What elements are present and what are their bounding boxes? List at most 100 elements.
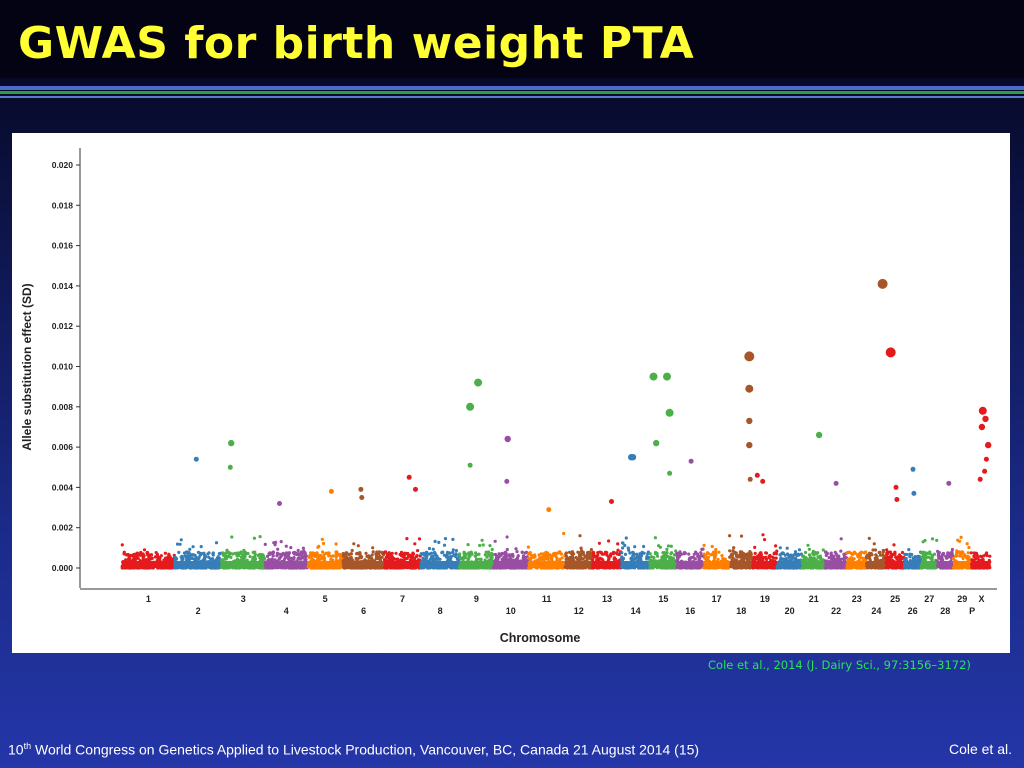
snp-point — [438, 557, 442, 561]
chromosome-26-points — [902, 548, 923, 570]
notable-snp-chr-6 — [358, 486, 364, 492]
snp-point — [479, 557, 483, 561]
snp-point — [497, 552, 501, 556]
snp-point — [273, 558, 277, 562]
snp-point — [261, 553, 265, 557]
snp-point — [967, 545, 971, 550]
snp-point — [359, 556, 363, 560]
snp-point — [894, 555, 898, 559]
snp-point — [579, 554, 583, 558]
chromosome-19-points — [751, 533, 779, 570]
snp-point — [143, 558, 147, 562]
snp-point — [203, 553, 207, 557]
x-tick-label-chr-17: 17 — [712, 594, 722, 604]
snp-point — [670, 551, 674, 555]
snp-point — [179, 538, 183, 542]
snp-point — [607, 539, 611, 543]
notable-snp-chr-9 — [474, 378, 483, 387]
snp-point — [591, 558, 595, 562]
snp-point — [662, 554, 666, 558]
y-tick-label: 0.014 — [52, 281, 74, 291]
snp-point — [403, 551, 407, 555]
x-tick-label-chr-23: 23 — [852, 594, 862, 604]
snp-point — [451, 550, 455, 554]
snp-point — [728, 549, 732, 553]
title-rule-light-blue — [0, 96, 1024, 98]
chromosome-27-points — [919, 537, 939, 570]
snp-point — [199, 551, 203, 555]
notable-snp-chr-10 — [504, 478, 510, 484]
snp-band — [384, 561, 421, 568]
snp-point — [124, 558, 128, 562]
snp-point — [687, 552, 691, 556]
snp-point — [937, 551, 942, 555]
snp-point — [261, 555, 265, 560]
snp-point — [797, 548, 802, 552]
snp-point — [196, 550, 201, 554]
snp-point — [523, 551, 527, 555]
snp-point — [635, 552, 639, 556]
snp-point — [296, 548, 300, 553]
snp-point — [527, 552, 531, 556]
snp-point — [711, 551, 715, 555]
snp-point — [608, 553, 612, 557]
snp-point — [427, 546, 431, 551]
snp-point — [839, 549, 843, 553]
snp-point — [665, 551, 669, 555]
snp-point — [415, 554, 419, 558]
snp-point — [864, 550, 868, 554]
footer-number: 10 — [8, 741, 24, 758]
x-tick-label-chr-4: 4 — [284, 606, 289, 616]
snp-point — [954, 552, 959, 556]
x-tick-label-chr-10: 10 — [506, 606, 516, 616]
x-tick-label-chr-11: 11 — [542, 594, 552, 604]
snp-point — [910, 552, 914, 557]
notable-snp-chr-18 — [744, 351, 755, 362]
snp-point — [448, 557, 452, 561]
snp-point — [797, 553, 801, 557]
snp-point — [474, 551, 478, 555]
snp-point — [334, 542, 338, 546]
snp-point — [579, 546, 583, 550]
snp-point — [873, 548, 878, 552]
snp-point — [271, 550, 275, 554]
notable-snp-chr-3 — [228, 439, 235, 447]
snp-point — [842, 552, 846, 556]
chromosome-15-points — [648, 536, 679, 570]
snp-point — [628, 551, 632, 555]
snp-point — [728, 534, 732, 538]
snp-point — [275, 551, 279, 555]
snp-point — [732, 546, 736, 550]
snp-point — [598, 550, 602, 554]
snp-point — [835, 554, 839, 558]
snp-point — [728, 555, 732, 559]
snp-point — [180, 556, 184, 561]
snp-point — [735, 554, 739, 558]
snp-point — [523, 558, 527, 562]
snp-point — [211, 551, 215, 555]
notable-snp-chr-24 — [877, 278, 888, 289]
snp-point — [315, 551, 319, 555]
snp-point — [387, 557, 391, 561]
snp-point — [926, 555, 930, 559]
x-tick-label-chr-25: 25 — [890, 594, 900, 604]
snp-point — [122, 552, 126, 556]
snp-point — [345, 556, 349, 560]
snp-point — [303, 552, 307, 556]
snp-point — [135, 555, 139, 559]
footer-text: World Congress on Genetics Applied to Li… — [31, 741, 700, 758]
notable-snp-chr-X — [978, 406, 987, 415]
snp-point — [344, 553, 348, 557]
snp-point — [258, 535, 262, 539]
snp-point — [758, 558, 762, 562]
notable-snp-chr-21 — [815, 431, 823, 439]
x-tick-label-chr-18: 18 — [736, 606, 746, 616]
x-tick-label-chr-26: 26 — [908, 606, 918, 616]
snp-point — [541, 555, 545, 560]
snp-point — [652, 556, 656, 560]
snp-point — [481, 543, 485, 547]
snp-point — [480, 538, 484, 542]
chromosome-10-points — [492, 535, 530, 570]
snp-point — [825, 551, 830, 556]
notable-snp-chr-25 — [893, 484, 899, 490]
